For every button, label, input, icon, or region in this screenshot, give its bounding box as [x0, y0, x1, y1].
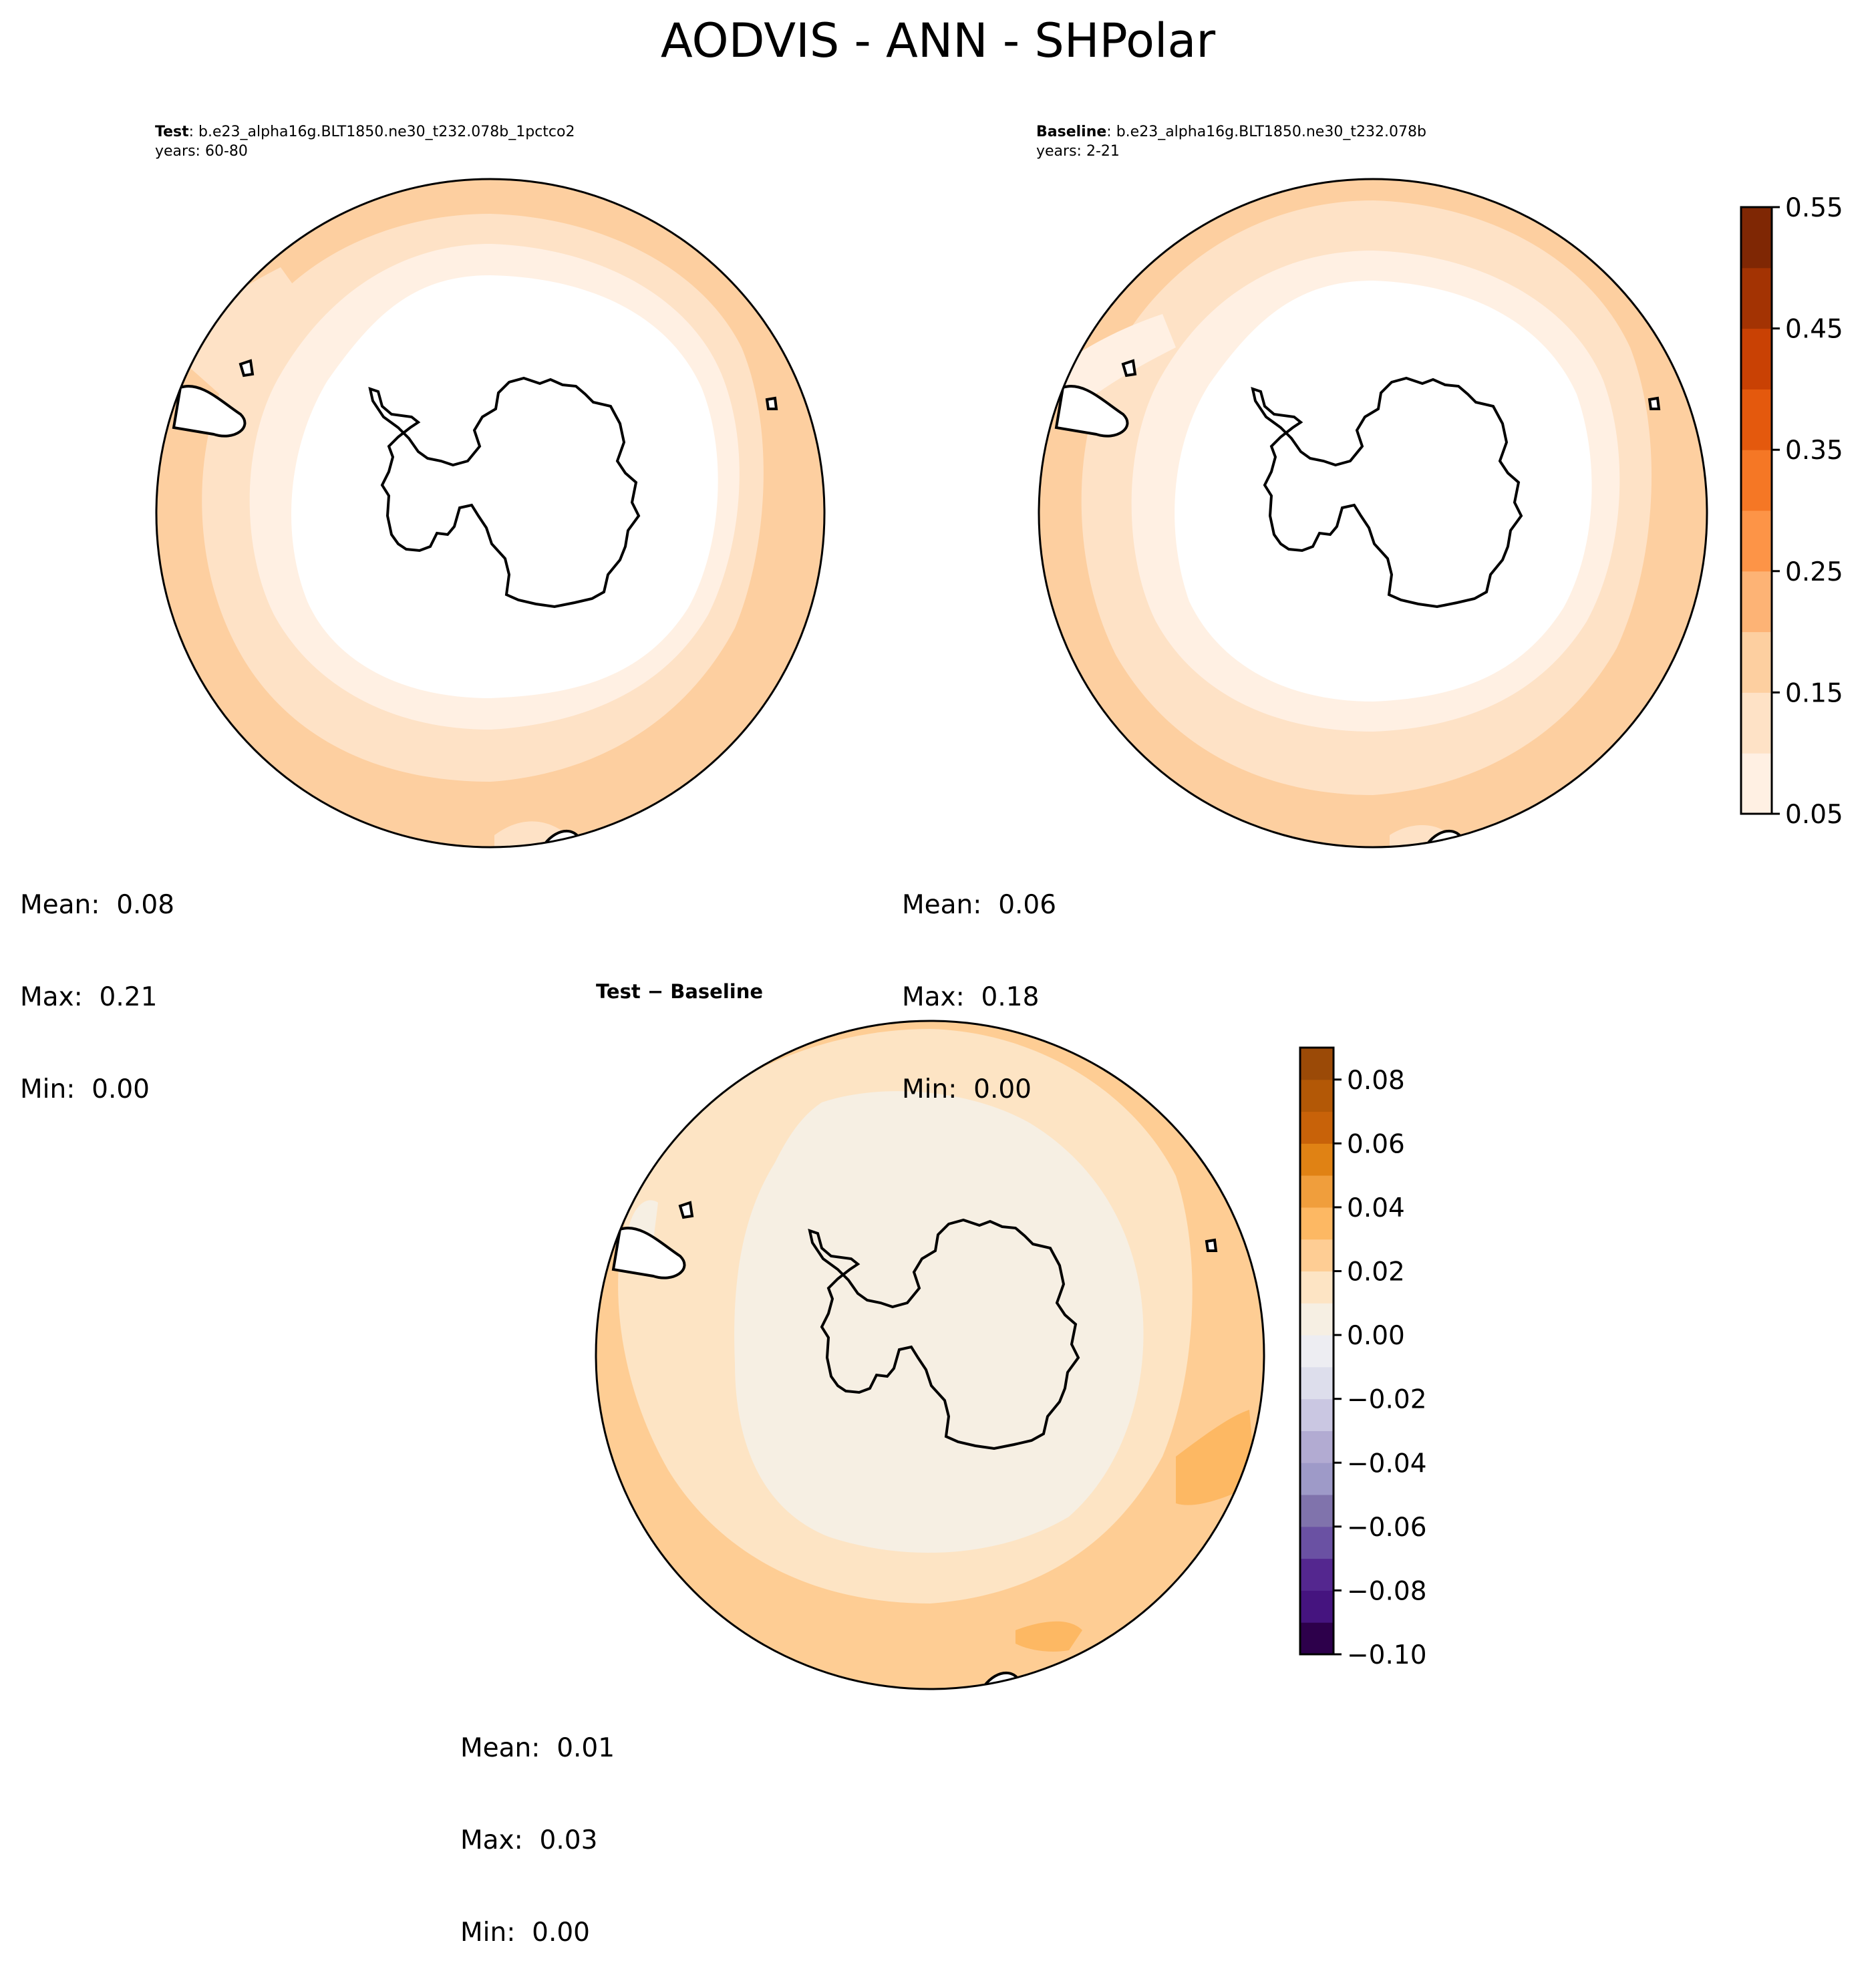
colorbar-main-ticks: 0.05 0.15 0.25 0.35 0.45 0.55 [1772, 193, 1843, 830]
colorbar-diff [1300, 1048, 1334, 1655]
test-mean: Mean: 0.08 [20, 890, 175, 920]
diff-label: Test − Baseline [596, 980, 764, 1003]
baseline-label: Baseline: b.e23_alpha16g.BLT1850.ne30_t2… [1036, 125, 1426, 140]
colorbar-swatch [1300, 1207, 1334, 1240]
colorbar-tick-label: 0.02 [1347, 1257, 1405, 1287]
figure-canvas: 0.050.150.250.350.450.55 0.080.060.040.0… [155, 178, 1843, 1690]
baseline-years: years: 2-21 [1036, 143, 1120, 160]
colorbar-swatch [1300, 1398, 1334, 1431]
colorbar-swatch [1300, 1366, 1334, 1400]
diff-band-inner [734, 1091, 1144, 1553]
colorbar-swatch [1300, 1526, 1334, 1559]
colorbar-tick-label: −0.10 [1347, 1640, 1427, 1670]
colorbar-tick-label: 0.06 [1347, 1129, 1405, 1159]
colorbar-tick-label: 0.08 [1347, 1066, 1405, 1096]
colorbar-swatch [1300, 1048, 1334, 1080]
map-diff [595, 1020, 1265, 1690]
colorbar-tick-label: 0.05 [1785, 800, 1843, 830]
colorbar-tick-label: 0.15 [1785, 678, 1843, 708]
baseline-label-bold: Baseline [1036, 124, 1107, 140]
colorbar-diff-ticks: 0.08 0.06 0.04 0.02 0.00 −0.02 −0.04 −0.06 −0.08… [1334, 1066, 1427, 1670]
colorbar-swatch [1300, 1175, 1334, 1208]
baseline-max: Max: 0.18 [902, 982, 1040, 1012]
diff-stats: Mean: 0.01 Max: 0.03 Min: 0.00 [460, 1672, 615, 1979]
colorbar-swatch [1300, 1463, 1334, 1495]
colorbar-tick-label: −0.04 [1347, 1449, 1427, 1479]
colorbar-swatch [1300, 1111, 1334, 1144]
diff-mean: Mean: 0.01 [460, 1733, 615, 1763]
colorbar-tick-label: 0.35 [1785, 436, 1843, 466]
diff-map-boundary [595, 1020, 1265, 1690]
map-test [155, 178, 826, 849]
test-max: Max: 0.21 [20, 982, 158, 1012]
test-label-bold: Test [155, 124, 189, 140]
test-map-boundary [155, 178, 826, 849]
colorbar-swatch [1741, 328, 1772, 390]
map-baseline [1038, 178, 1708, 849]
colorbar-swatch [1300, 1622, 1334, 1655]
baseline-min: Min: 0.00 [902, 1074, 1032, 1104]
test-label: Test: b.e23_alpha16g.BLT1850.ne30_t232.0… [155, 125, 575, 140]
colorbar-swatch [1741, 450, 1772, 511]
colorbar-tick-label: 0.00 [1347, 1321, 1405, 1351]
test-min: Min: 0.00 [20, 1074, 150, 1104]
baseline-case-name: : b.e23_alpha16g.BLT1850.ne30_t232.078b [1106, 124, 1426, 140]
colorbar-swatch [1300, 1271, 1334, 1304]
colorbar-swatch [1741, 692, 1772, 754]
colorbar-main [1741, 207, 1772, 814]
test-stats: Mean: 0.08 Max: 0.21 Min: 0.00 [20, 828, 174, 1136]
colorbar-swatch [1300, 1495, 1334, 1527]
colorbar-swatch [1300, 1239, 1334, 1272]
diff-max: Max: 0.03 [460, 1825, 598, 1855]
colorbar-swatch [1741, 631, 1772, 693]
colorbar-swatch [1741, 753, 1772, 814]
colorbar-swatch [1300, 1430, 1334, 1463]
colorbar-tick-label: 0.45 [1785, 315, 1843, 345]
colorbar-swatch [1741, 389, 1772, 450]
baseline-stats: Mean: 0.06 Max: 0.18 Min: 0.00 [902, 828, 1056, 1136]
colorbar-tick-label: 0.25 [1785, 557, 1843, 587]
colorbar-swatch [1741, 267, 1772, 329]
colorbar-tick-label: −0.08 [1347, 1576, 1427, 1606]
test-case-name: : b.e23_alpha16g.BLT1850.ne30_t232.078b_… [188, 124, 575, 140]
colorbar-swatch [1300, 1558, 1334, 1591]
colorbar-main-frame [1740, 206, 1773, 815]
test-years: years: 60-80 [155, 143, 248, 160]
colorbar-swatch [1300, 1590, 1334, 1623]
baseline-south-america-tip [1054, 385, 1129, 438]
colorbar-swatch [1300, 1143, 1334, 1176]
colorbar-swatch [1741, 571, 1772, 633]
diff-south-america-tip [611, 1227, 686, 1279]
baseline-mean: Mean: 0.06 [902, 890, 1057, 920]
colorbar-swatch [1300, 1079, 1334, 1112]
colorbar-diff-frame [1299, 1046, 1335, 1656]
colorbar-tick-label: 0.55 [1785, 193, 1843, 223]
test-south-america-tip [172, 385, 247, 438]
colorbar-tick-label: 0.04 [1347, 1193, 1405, 1223]
colorbar-swatch [1741, 510, 1772, 572]
colorbar-swatch [1300, 1303, 1334, 1336]
colorbar-tick-label: −0.02 [1347, 1385, 1427, 1415]
colorbar-swatch [1300, 1335, 1334, 1368]
colorbar-swatch [1741, 207, 1772, 269]
diff-min: Min: 0.00 [460, 1918, 590, 1948]
baseline-map-boundary [1038, 178, 1708, 849]
figure-title: AODVIS - ANN - SHPolar [660, 13, 1216, 68]
colorbar-tick-label: −0.06 [1347, 1513, 1427, 1543]
